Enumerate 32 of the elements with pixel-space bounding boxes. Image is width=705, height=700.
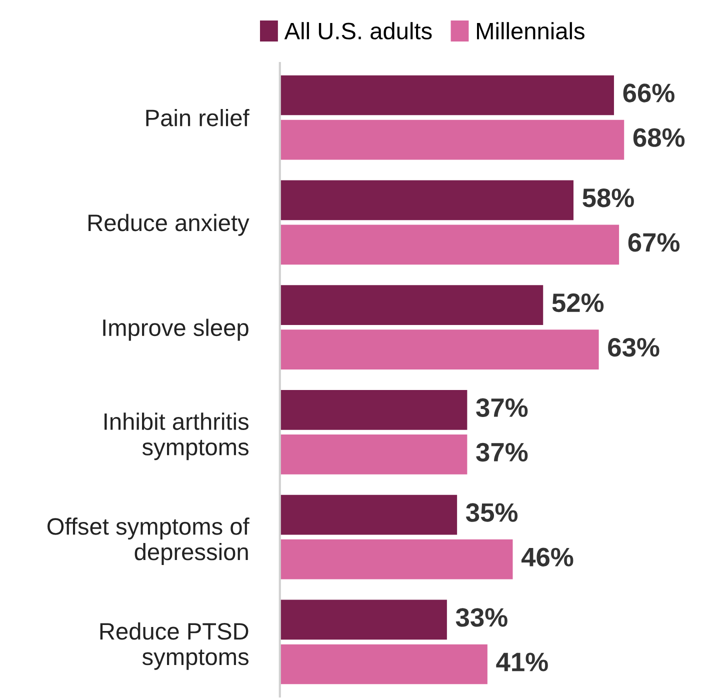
bar [280, 285, 544, 325]
data-label: 35% [466, 503, 518, 522]
bar [280, 539, 513, 580]
data-label: 37% [476, 398, 528, 418]
y-tick-label: Reduce PTSD symptoms [100, 622, 248, 670]
y-tick-label: Improve sleep [103, 318, 248, 341]
data-label: 33% [456, 608, 508, 627]
data-label: 46% [521, 548, 574, 566]
data-label: 37% [476, 442, 528, 462]
data-label: 68% [633, 128, 685, 147]
bar [280, 120, 624, 160]
y-tick-label: Offset symptoms of depression [48, 518, 250, 565]
data-label: 67% [628, 233, 680, 252]
bar [280, 330, 599, 370]
legend-label: All U.S. adults [284, 22, 432, 40]
data-label: 41% [496, 652, 548, 672]
bar [280, 390, 468, 430]
bar [280, 494, 458, 535]
data-label: 66% [623, 84, 674, 102]
y-tick-label: Inhibit arthritis symptoms [104, 412, 248, 460]
data-label: 58% [582, 188, 634, 208]
bar [280, 75, 614, 116]
legend-label: Millennials [477, 22, 584, 40]
bar [280, 644, 488, 684]
data-label: 52% [552, 293, 604, 312]
y-tick-label: Reduce anxiety [88, 214, 250, 236]
bar [280, 434, 468, 474]
y-tick-label: Pain relief [146, 108, 250, 126]
data-label: 63% [608, 338, 660, 357]
bar [280, 600, 447, 640]
bar [280, 180, 574, 220]
bar [280, 224, 620, 265]
